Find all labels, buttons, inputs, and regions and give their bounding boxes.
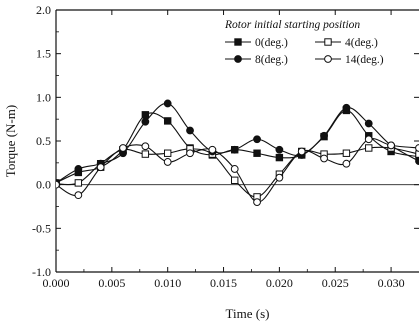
y-tick-label: 0.5	[36, 134, 51, 148]
y-axis-title: Torque (N-m)	[3, 105, 18, 177]
x-tick-label: 0.030	[378, 276, 405, 290]
data-point	[163, 158, 172, 166]
legend-item: 14(deg.)	[315, 54, 384, 66]
data-point	[141, 117, 150, 126]
data-point	[275, 173, 284, 182]
data-point	[364, 135, 373, 144]
legend-swatch-marker	[234, 55, 242, 63]
data-point	[208, 145, 217, 154]
legend-label: 0(deg.)	[255, 37, 288, 49]
data-point	[275, 145, 284, 154]
data-point	[74, 179, 83, 187]
data-point	[231, 176, 239, 185]
data-point	[141, 142, 150, 151]
data-point	[253, 149, 261, 157]
data-point	[186, 126, 194, 135]
legend-title: Rotor initial starting position	[224, 19, 360, 31]
series-layer	[56, 99, 419, 207]
data-point	[186, 149, 194, 158]
data-point	[163, 99, 172, 108]
legend: Rotor initial starting position 0(deg.) 4…	[224, 19, 384, 66]
data-point	[342, 159, 351, 168]
x-axis-title: Time (s)	[226, 306, 270, 321]
data-point	[364, 119, 373, 128]
legend-label: 4(deg.)	[345, 37, 378, 49]
x-tick-label: 0.000	[43, 276, 70, 290]
y-tick-label: 0.0	[36, 178, 51, 192]
data-point	[320, 154, 328, 163]
data-point	[74, 165, 83, 173]
data-point	[230, 165, 239, 173]
data-point	[230, 145, 239, 154]
data-point	[163, 149, 172, 157]
series-14(deg.)	[56, 135, 419, 207]
legend-item: 0(deg.)	[225, 37, 288, 49]
data-point	[415, 144, 419, 152]
data-point	[297, 147, 306, 156]
data-point	[141, 111, 150, 119]
legend-label: 8(deg.)	[255, 54, 288, 66]
series-8(deg.)	[56, 99, 419, 187]
data-point	[320, 131, 328, 140]
data-point	[387, 141, 395, 150]
y-tick-label: -1.0	[32, 265, 51, 279]
legend-item: 8(deg.)	[225, 54, 288, 66]
data-point	[342, 149, 351, 157]
data-point	[415, 157, 419, 165]
data-point	[365, 144, 373, 152]
data-point	[119, 144, 127, 152]
y-tick-label: 1.0	[36, 90, 51, 104]
data-point	[253, 198, 261, 207]
x-tick-label: 0.025	[322, 276, 349, 290]
data-point	[342, 103, 351, 112]
legend-swatch-marker	[324, 55, 332, 63]
x-tick-label: 0.010	[154, 276, 181, 290]
axes: -1.0 -0.5 0.0 0.5 1.0 1.5 2.0 0.000 0.005 0.010 0.…	[32, 3, 419, 290]
legend-label: 14(deg.)	[345, 54, 384, 66]
y-tick-label: 2.0	[36, 3, 51, 17]
data-point	[56, 180, 60, 189]
x-tick-label: 0.020	[266, 276, 293, 290]
data-point	[275, 153, 284, 162]
y-tick-label: -0.5	[32, 221, 51, 235]
legend-swatch-marker	[324, 38, 332, 46]
data-point	[253, 135, 261, 144]
data-point	[163, 117, 172, 125]
y-tick-label: 1.5	[36, 47, 51, 61]
x-tick-label: 0.005	[98, 276, 125, 290]
legend-item: 4(deg.)	[315, 37, 378, 49]
data-point	[96, 163, 105, 172]
data-point	[141, 150, 150, 158]
data-point	[74, 191, 83, 200]
x-tick-label: 0.015	[210, 276, 237, 290]
legend-swatch-marker	[234, 38, 242, 46]
